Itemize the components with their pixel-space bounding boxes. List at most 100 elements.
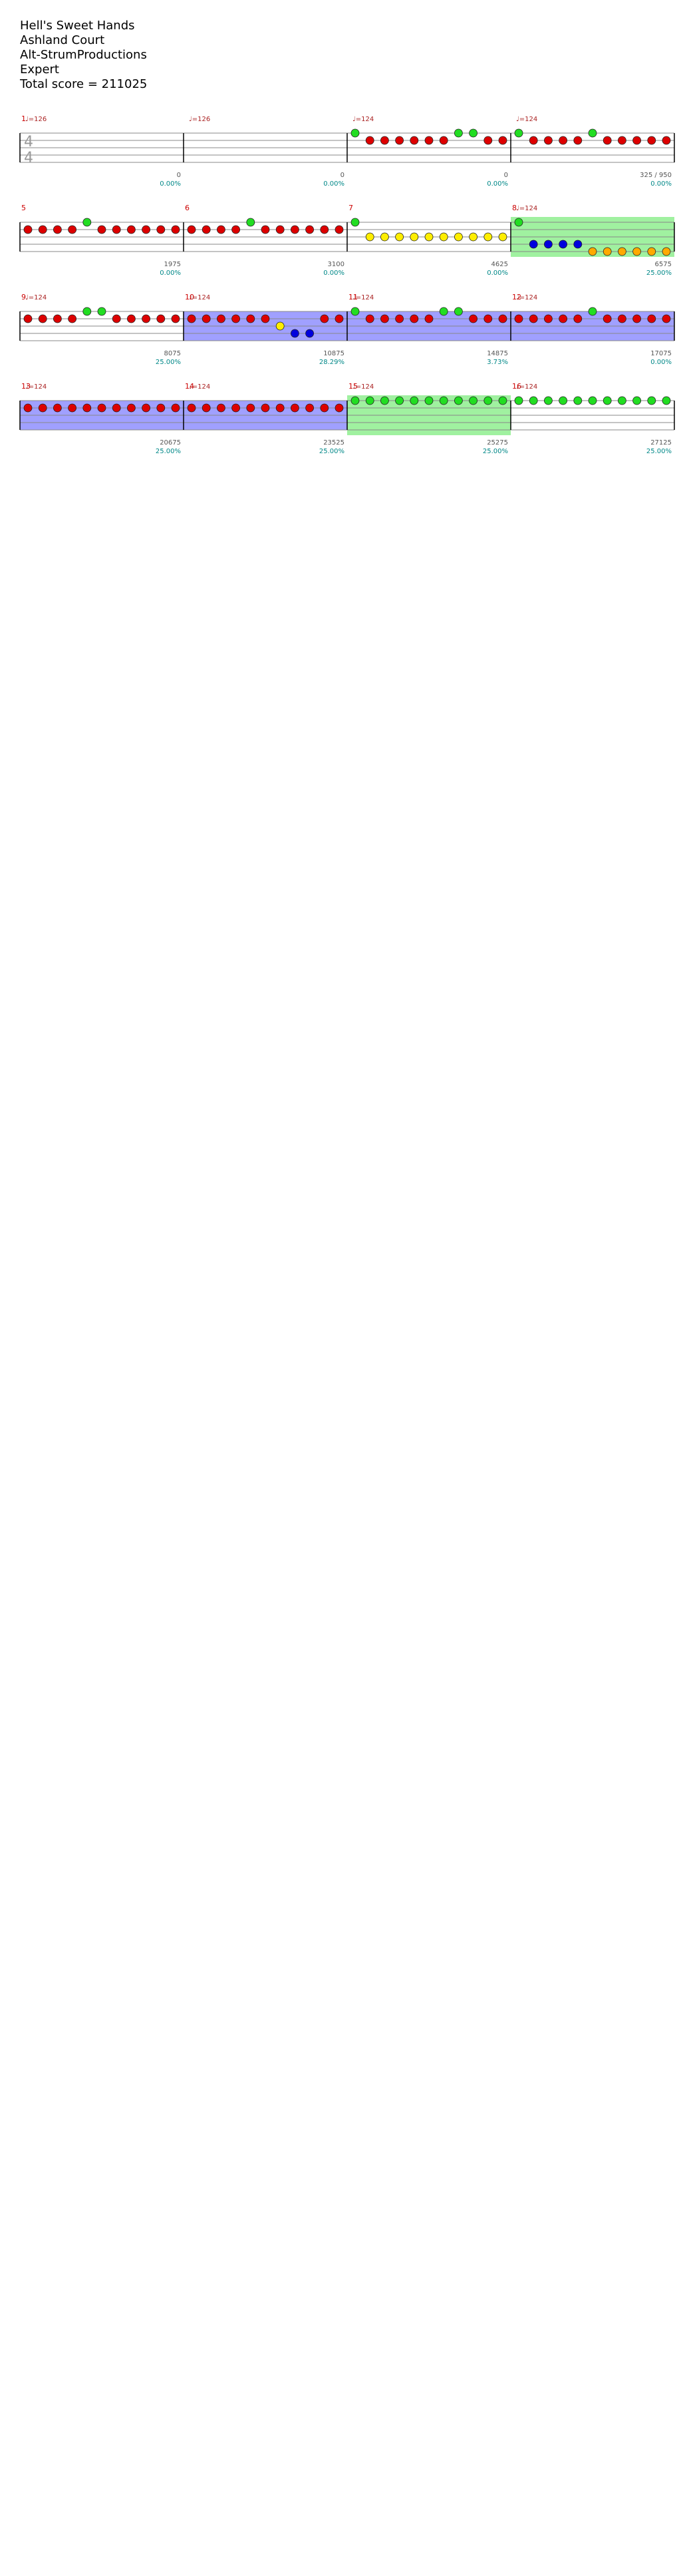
- measure-score: 0: [177, 172, 181, 179]
- note-gem: [424, 314, 434, 323]
- sp-percent: 0.00%: [160, 270, 181, 277]
- note-gem: [439, 136, 448, 145]
- note-gem: [469, 232, 477, 242]
- note-gem: [529, 136, 538, 145]
- note-gem: [618, 136, 626, 145]
- note-gem: [187, 314, 196, 323]
- note-gem: [603, 396, 612, 405]
- sp-percent: 0.00%: [487, 270, 508, 277]
- sp-percent: 25.00%: [156, 359, 181, 366]
- bpm-marker: ♩=124: [25, 383, 47, 391]
- note-gem: [97, 307, 106, 316]
- sp-percent: 25.00%: [319, 448, 344, 455]
- note-gem: [126, 314, 136, 323]
- note-gem: [483, 136, 493, 145]
- note-gem: [662, 314, 671, 323]
- note-gem: [305, 329, 315, 338]
- note-gem: [112, 314, 121, 323]
- note-gem: [350, 307, 360, 316]
- note-gem: [632, 314, 641, 323]
- note-gem: [469, 314, 477, 323]
- note-gem: [171, 225, 180, 234]
- bpm-marker: ♩=124: [352, 116, 374, 123]
- note-gem: [365, 314, 374, 323]
- note-gem: [498, 396, 507, 405]
- note-gem: [603, 314, 612, 323]
- song-difficulty: Expert: [20, 63, 59, 77]
- note-gem: [454, 128, 463, 138]
- note-gem: [171, 314, 180, 323]
- note-gem: [514, 314, 523, 323]
- measure-number: 6: [185, 204, 190, 212]
- note-gem: [410, 232, 419, 242]
- sp-percent: 3.73%: [487, 359, 508, 366]
- note-gem: [97, 403, 106, 413]
- measure-score: 25275: [487, 439, 508, 447]
- measure-score: 4625: [491, 261, 508, 268]
- note-gem: [529, 240, 538, 249]
- note-gem: [529, 314, 538, 323]
- note-gem: [23, 314, 33, 323]
- note-gem: [588, 307, 597, 316]
- note-gem: [202, 403, 211, 413]
- note-gem: [380, 232, 389, 242]
- measure-score: 8075: [164, 350, 181, 357]
- note-gem: [647, 247, 656, 256]
- bpm-marker: ♩=124: [189, 294, 210, 301]
- note-gem: [544, 396, 553, 405]
- measure-number: 1: [21, 114, 26, 123]
- note-gem: [231, 225, 241, 234]
- note-gem: [410, 314, 419, 323]
- note-gem: [469, 396, 477, 405]
- measure-number: 7: [348, 204, 353, 212]
- note-gem: [647, 136, 656, 145]
- note-gem: [662, 396, 671, 405]
- note-gem: [82, 218, 92, 227]
- time-sig-bottom: 4: [24, 150, 33, 166]
- note-gem: [647, 314, 656, 323]
- note-gem: [305, 403, 315, 413]
- measure-number: 8: [512, 204, 517, 212]
- note-gem: [142, 403, 151, 413]
- bpm-marker: ♩=124: [189, 383, 210, 391]
- note-gem: [544, 136, 553, 145]
- note-gem: [142, 314, 151, 323]
- note-gem: [395, 136, 404, 145]
- note-gem: [350, 128, 360, 138]
- bpm-marker: ♩=126: [25, 116, 47, 123]
- note-gem: [216, 314, 225, 323]
- song-charter: Alt-StrumProductions: [20, 48, 147, 62]
- note-gem: [335, 403, 344, 413]
- time-sig-top: 4: [24, 134, 33, 150]
- measure-number: 9: [21, 293, 26, 301]
- note-gem: [216, 403, 225, 413]
- note-gem: [647, 396, 656, 405]
- note-gem: [156, 225, 166, 234]
- song-header: Hell's Sweet Hands Ashland Court Alt-Str…: [20, 19, 147, 92]
- note-gem: [395, 232, 404, 242]
- note-gem: [632, 396, 641, 405]
- note-gem: [559, 136, 567, 145]
- total-score: Total score = 211025: [20, 77, 148, 91]
- note-gem: [126, 225, 136, 234]
- note-gem: [603, 247, 612, 256]
- song-artist: Ashland Court: [20, 33, 105, 47]
- measure-score: 20675: [160, 439, 181, 447]
- note-gem: [483, 232, 493, 242]
- note-gem: [424, 136, 434, 145]
- note-gem: [365, 136, 374, 145]
- note-gem: [529, 396, 538, 405]
- note-gem: [662, 136, 671, 145]
- bpm-marker: ♩=124: [516, 116, 537, 123]
- note-gem: [246, 403, 255, 413]
- note-gem: [38, 225, 47, 234]
- note-gem: [395, 396, 404, 405]
- note-gem: [68, 403, 76, 413]
- measure-number: 12: [512, 293, 521, 301]
- note-gem: [290, 403, 299, 413]
- note-gem: [573, 136, 583, 145]
- measure-number: 10: [185, 293, 194, 301]
- note-gem: [573, 314, 583, 323]
- note-gem: [439, 232, 448, 242]
